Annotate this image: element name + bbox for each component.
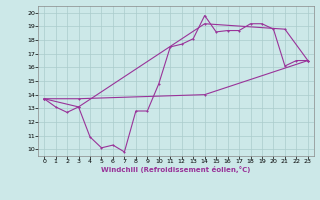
X-axis label: Windchill (Refroidissement éolien,°C): Windchill (Refroidissement éolien,°C): [101, 166, 251, 173]
